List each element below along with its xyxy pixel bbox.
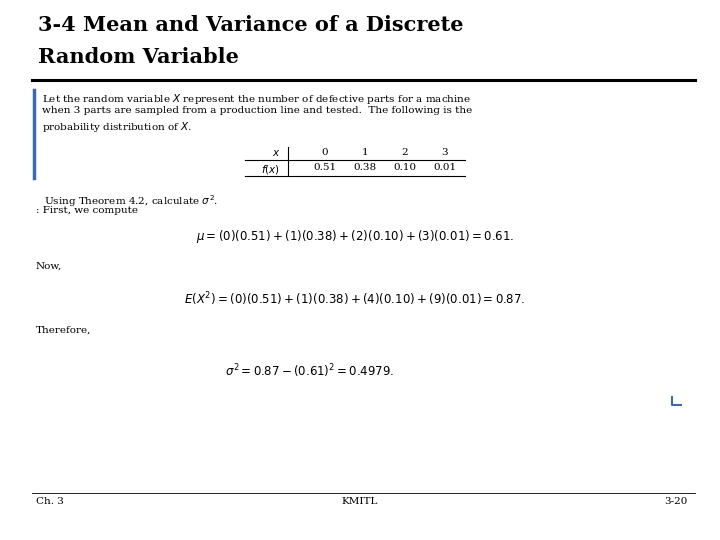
- Text: when 3 parts are sampled from a production line and tested.  The following is th: when 3 parts are sampled from a producti…: [42, 106, 472, 115]
- Text: 2: 2: [402, 148, 408, 157]
- Text: 0.01: 0.01: [433, 163, 456, 172]
- Text: 0.51: 0.51: [313, 163, 336, 172]
- Text: 3-4 Mean and Variance of a Discrete: 3-4 Mean and Variance of a Discrete: [38, 15, 464, 35]
- Text: 3-20: 3-20: [665, 497, 688, 506]
- Text: 3: 3: [441, 148, 449, 157]
- Text: Let the random variable $X$ represent the number of defective parts for a machin: Let the random variable $X$ represent th…: [42, 92, 471, 106]
- Text: probability distribution of $X$.: probability distribution of $X$.: [42, 120, 192, 134]
- Text: : First, we compute: : First, we compute: [36, 206, 138, 215]
- Text: Now,: Now,: [36, 262, 62, 271]
- Text: 0.38: 0.38: [354, 163, 377, 172]
- Text: $\mu = (0)(0.51) + (1)(0.38) + (2)(0.10) + (3)(0.01) = 0.61.$: $\mu = (0)(0.51) + (1)(0.38) + (2)(0.10)…: [196, 228, 514, 245]
- Text: 0.10: 0.10: [393, 163, 417, 172]
- Text: 0: 0: [322, 148, 328, 157]
- Text: $\sigma^2 = 0.87 - (0.61)^2 = 0.4979.$: $\sigma^2 = 0.87 - (0.61)^2 = 0.4979.$: [225, 362, 395, 380]
- Text: KMITL: KMITL: [342, 497, 378, 506]
- Text: $f(x)$: $f(x)$: [261, 163, 280, 176]
- Text: Therefore,: Therefore,: [36, 326, 91, 335]
- Text: Ch. 3: Ch. 3: [36, 497, 64, 506]
- Text: $E(X^2) = (0)(0.51) + (1)(0.38) + (4)(0.10) + (9)(0.01) = 0.87.$: $E(X^2) = (0)(0.51) + (1)(0.38) + (4)(0.…: [184, 290, 526, 308]
- Text: 1: 1: [361, 148, 369, 157]
- Text: Using Theorem 4.2, calculate $\sigma^2$.: Using Theorem 4.2, calculate $\sigma^2$.: [44, 193, 218, 209]
- Text: $x$: $x$: [271, 148, 280, 158]
- Text: Random Variable: Random Variable: [38, 47, 239, 67]
